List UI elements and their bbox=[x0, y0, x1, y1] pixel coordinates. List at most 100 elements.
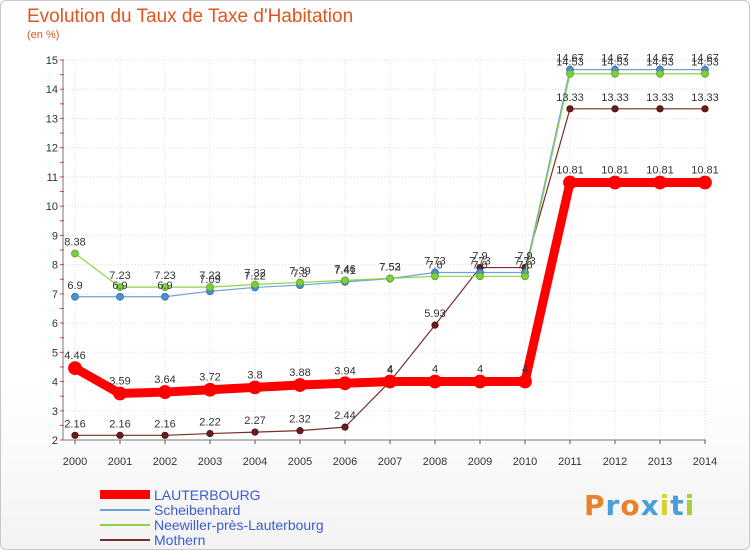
legend-swatch bbox=[100, 490, 150, 499]
data-label-lauterbourg: 4 bbox=[387, 364, 393, 376]
legend-item: Mothern bbox=[100, 532, 324, 547]
data-label-scheibenhard: 6.9 bbox=[157, 280, 172, 292]
x-tick-label: 2009 bbox=[468, 456, 492, 468]
data-label-neewiller-pr-s-lauterbourg: 7.6 bbox=[517, 259, 532, 271]
data-label-lauterbourg: 10.81 bbox=[601, 164, 629, 176]
data-label-neewiller-pr-s-lauterbourg: 14.53 bbox=[556, 57, 584, 69]
data-label-mothern: 13.33 bbox=[691, 92, 719, 104]
data-point-lauterbourg bbox=[248, 380, 262, 395]
data-label-scheibenhard: 7.73 bbox=[514, 256, 535, 268]
data-point-neewiller-pr-s-lauterbourg bbox=[71, 249, 79, 258]
x-tick-label: 2005 bbox=[288, 456, 312, 468]
data-label-mothern: 2.27 bbox=[244, 415, 265, 427]
y-tick-label: 10 bbox=[46, 201, 58, 213]
data-label-lauterbourg: 4 bbox=[477, 364, 483, 376]
data-label-scheibenhard: 7.09 bbox=[199, 274, 220, 286]
data-label-mothern: 2.32 bbox=[289, 414, 310, 426]
x-tick-label: 2001 bbox=[108, 456, 132, 468]
data-point-lauterbourg bbox=[608, 175, 622, 190]
data-label-lauterbourg: 3.88 bbox=[289, 367, 310, 379]
logo-letter: P bbox=[584, 489, 606, 522]
data-point-mothern bbox=[611, 105, 619, 113]
data-point-mothern bbox=[161, 431, 169, 439]
data-point-neewiller-pr-s-lauterbourg bbox=[116, 283, 124, 292]
data-label-scheibenhard: 14.67 bbox=[601, 53, 629, 65]
data-point-mothern bbox=[71, 431, 79, 439]
data-label-neewiller-pr-s-lauterbourg: 14.53 bbox=[691, 57, 719, 69]
data-point-mothern bbox=[566, 105, 574, 113]
data-point-mothern bbox=[701, 105, 709, 113]
y-tick-label: 13 bbox=[46, 113, 58, 125]
legend-item: LAUTERBOURG bbox=[100, 487, 324, 502]
data-label-scheibenhard: 6.9 bbox=[112, 280, 127, 292]
chart-title: Evolution du Taux de Taxe d'Habitation bbox=[27, 6, 354, 27]
data-label-neewiller-pr-s-lauterbourg: 7.6 bbox=[427, 259, 442, 271]
data-label-lauterbourg: 3.64 bbox=[154, 374, 175, 386]
data-label-neewiller-pr-s-lauterbourg: 7.23 bbox=[199, 270, 220, 282]
y-tick-label: 7 bbox=[52, 289, 58, 301]
data-label-scheibenhard: 7.52 bbox=[379, 262, 400, 274]
legend-item: Scheibenhard bbox=[100, 502, 324, 517]
data-label-mothern: 2.16 bbox=[109, 418, 130, 430]
y-axis-unit-label: (en %) bbox=[27, 29, 60, 41]
legend-label: LAUTERBOURG bbox=[154, 486, 261, 503]
data-label-lauterbourg: 4 bbox=[432, 364, 438, 376]
line-chart: 2 3 4 5 6 7 8 9 10 11 12 13 14 15 2000 2001 2002 2003 2004… bbox=[46, 53, 719, 468]
data-label-mothern: 13.33 bbox=[601, 92, 629, 104]
data-point-scheibenhard bbox=[71, 292, 79, 301]
data-point-lauterbourg bbox=[473, 374, 487, 389]
x-tick-label: 2006 bbox=[333, 456, 357, 468]
data-label-scheibenhard: 7.73 bbox=[424, 256, 445, 268]
logo-letter: i bbox=[684, 489, 696, 522]
y-tick-label: 5 bbox=[52, 347, 58, 359]
data-label-mothern: 13.33 bbox=[646, 92, 674, 104]
data-point-lauterbourg bbox=[653, 175, 667, 190]
data-point-mothern bbox=[431, 321, 439, 329]
data-label-lauterbourg: 10.81 bbox=[646, 164, 674, 176]
data-label-neewiller-pr-s-lauterbourg: 7.23 bbox=[154, 270, 175, 282]
data-point-lauterbourg bbox=[68, 361, 82, 375]
y-tick-label: 11 bbox=[47, 172, 58, 184]
legend-swatch bbox=[100, 538, 150, 541]
data-label-scheibenhard: 7.41 bbox=[334, 265, 355, 277]
data-label-mothern: 13.33 bbox=[556, 92, 584, 104]
data-label-mothern: 4 bbox=[387, 365, 393, 377]
data-label-scheibenhard: 14.67 bbox=[646, 53, 674, 65]
data-point-neewiller-pr-s-lauterbourg bbox=[206, 283, 214, 292]
x-tick-label: 2008 bbox=[423, 456, 447, 468]
data-point-lauterbourg bbox=[428, 374, 442, 389]
data-label-neewiller-pr-s-lauterbourg: 7.39 bbox=[289, 265, 310, 277]
data-label-neewiller-pr-s-lauterbourg: 7.23 bbox=[109, 270, 130, 282]
data-point-lauterbourg bbox=[383, 374, 397, 389]
data-label-mothern: 2.44 bbox=[334, 410, 355, 422]
x-tick-label: 2007 bbox=[378, 456, 402, 468]
data-point-lauterbourg bbox=[293, 378, 307, 392]
proxiti-logo: Proxiti bbox=[584, 489, 695, 522]
data-point-neewiller-pr-s-lauterbourg bbox=[656, 69, 664, 78]
data-label-mothern: 2.22 bbox=[199, 417, 220, 429]
data-label-mothern: 2.16 bbox=[64, 418, 85, 430]
data-label-lauterbourg: 3.94 bbox=[334, 365, 355, 377]
data-label-neewiller-pr-s-lauterbourg: 7.53 bbox=[379, 261, 400, 273]
x-tick-label: 2014 bbox=[693, 456, 717, 468]
data-label-lauterbourg: 10.81 bbox=[556, 164, 584, 176]
data-label-lauterbourg: 4 bbox=[522, 364, 528, 376]
data-label-mothern: 5.93 bbox=[424, 308, 445, 320]
data-point-lauterbourg bbox=[203, 382, 217, 397]
legend-item: Neewiller-près-Lauterbourg bbox=[100, 517, 324, 532]
logo-letter: t bbox=[670, 489, 685, 522]
data-label-mothern: 7.9 bbox=[472, 251, 487, 263]
data-label-scheibenhard: 6.9 bbox=[67, 280, 82, 292]
data-label-lauterbourg: 3.72 bbox=[199, 372, 220, 384]
x-tick-label: 2010 bbox=[513, 456, 537, 468]
chart-legend: LAUTERBOURG Scheibenhard Neewiller-près-La… bbox=[100, 487, 324, 547]
data-point-neewiller-pr-s-lauterbourg bbox=[251, 280, 259, 289]
data-point-neewiller-pr-s-lauterbourg bbox=[431, 272, 439, 281]
data-point-neewiller-pr-s-lauterbourg bbox=[701, 69, 709, 78]
y-tick-label: 15 bbox=[46, 55, 58, 67]
data-label-scheibenhard: 14.67 bbox=[691, 53, 719, 65]
data-point-mothern bbox=[656, 105, 664, 113]
data-label-scheibenhard: 14.67 bbox=[556, 53, 584, 65]
y-tick-label: 12 bbox=[46, 143, 58, 155]
legend-label: Scheibenhard bbox=[154, 501, 241, 518]
